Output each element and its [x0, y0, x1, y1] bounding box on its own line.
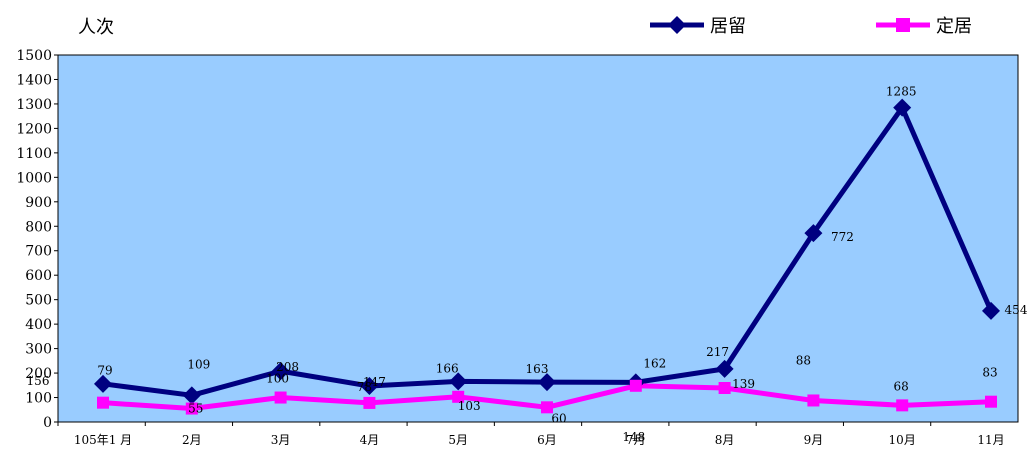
- data-label: 68: [894, 379, 909, 393]
- x-tick-label: 105年1 月: [74, 433, 132, 447]
- legend-marker: [668, 16, 686, 34]
- data-point-marker: [182, 386, 201, 405]
- data-point-marker: [985, 395, 997, 408]
- data-label: 1285: [886, 85, 917, 99]
- plot-area: [57, 54, 1019, 423]
- data-label: 148: [622, 430, 645, 444]
- data-label: 139: [732, 377, 755, 391]
- data-point-marker: [363, 396, 376, 409]
- y-tick-label: 900: [25, 195, 52, 211]
- data-label: 166: [436, 361, 459, 375]
- legend-item-2: 定居: [876, 16, 972, 37]
- data-point-marker: [629, 379, 642, 392]
- y-tick-label: 600: [25, 268, 52, 284]
- y-tick-label: 700: [25, 244, 52, 260]
- data-point-marker: [449, 372, 468, 391]
- legend-item-1: 居留: [650, 16, 746, 37]
- data-point-marker: [896, 399, 909, 412]
- x-tick-label: 9月: [804, 433, 824, 447]
- data-point-marker: [893, 98, 912, 117]
- data-label: 79: [97, 364, 112, 378]
- data-label: 88: [796, 353, 811, 367]
- data-point-marker: [807, 394, 820, 407]
- data-label: 109: [187, 357, 210, 371]
- x-tick-label: 10月: [889, 433, 916, 447]
- y-tick-label: 1000: [16, 170, 52, 186]
- data-point-marker: [541, 401, 553, 414]
- y-tick-label: 1300: [16, 97, 52, 113]
- data-point-marker: [804, 224, 823, 243]
- data-label: 772: [831, 230, 854, 244]
- data-label: 217: [706, 345, 729, 359]
- legend-marker: [896, 18, 910, 32]
- data-label: 83: [982, 366, 997, 380]
- y-tick-label: 1100: [16, 146, 52, 162]
- x-tick-label: 3月: [271, 433, 291, 447]
- x-tick-label: 5月: [448, 433, 468, 447]
- y-tick-label: 1200: [16, 121, 52, 137]
- data-label: 163: [526, 362, 549, 376]
- legend-label: 定居: [936, 16, 972, 37]
- x-tick-label: 7月: [626, 433, 646, 447]
- x-tick-label: 2月: [182, 433, 202, 447]
- data-point-marker: [718, 381, 731, 394]
- y-tick-label: 100: [25, 391, 52, 407]
- y-tick-label: 1400: [16, 72, 52, 88]
- data-point-marker: [94, 374, 112, 393]
- data-point-marker: [715, 359, 734, 378]
- x-tick-label: 6月: [537, 433, 557, 447]
- y-tick-label: 400: [25, 317, 52, 333]
- legend-label: 居留: [710, 16, 746, 37]
- data-point-marker: [271, 362, 290, 381]
- y-tick-label: 0: [43, 415, 52, 431]
- data-label: 454: [1005, 303, 1028, 317]
- data-point-marker: [360, 377, 379, 396]
- data-label: 147: [363, 375, 386, 389]
- y-tick-label: 800: [25, 219, 52, 235]
- y-tick-label: 500: [25, 293, 52, 309]
- data-label: 103: [458, 399, 481, 413]
- data-point-marker: [97, 396, 109, 409]
- data-point-marker: [982, 301, 1000, 320]
- data-label: 208: [276, 360, 299, 374]
- data-point-marker: [274, 391, 287, 404]
- data-label: 78: [357, 380, 372, 394]
- y-tick-label: 300: [25, 342, 52, 358]
- y-tick-label: 200: [25, 366, 52, 382]
- data-point-marker: [538, 373, 556, 392]
- y-axis-unit-label: 人次: [78, 17, 114, 38]
- y-tick-label: 1500: [16, 48, 52, 64]
- x-tick-label: 4月: [360, 433, 380, 447]
- data-label: 60: [551, 411, 566, 425]
- data-label: 55: [188, 402, 203, 416]
- x-tick-label: 11月: [977, 433, 1004, 447]
- data-label: 100: [266, 372, 289, 386]
- data-label: 162: [643, 356, 666, 370]
- data-point-marker: [185, 402, 198, 415]
- x-tick-label: 8月: [715, 433, 735, 447]
- data-point-marker: [452, 390, 465, 403]
- data-label: 156: [27, 374, 50, 388]
